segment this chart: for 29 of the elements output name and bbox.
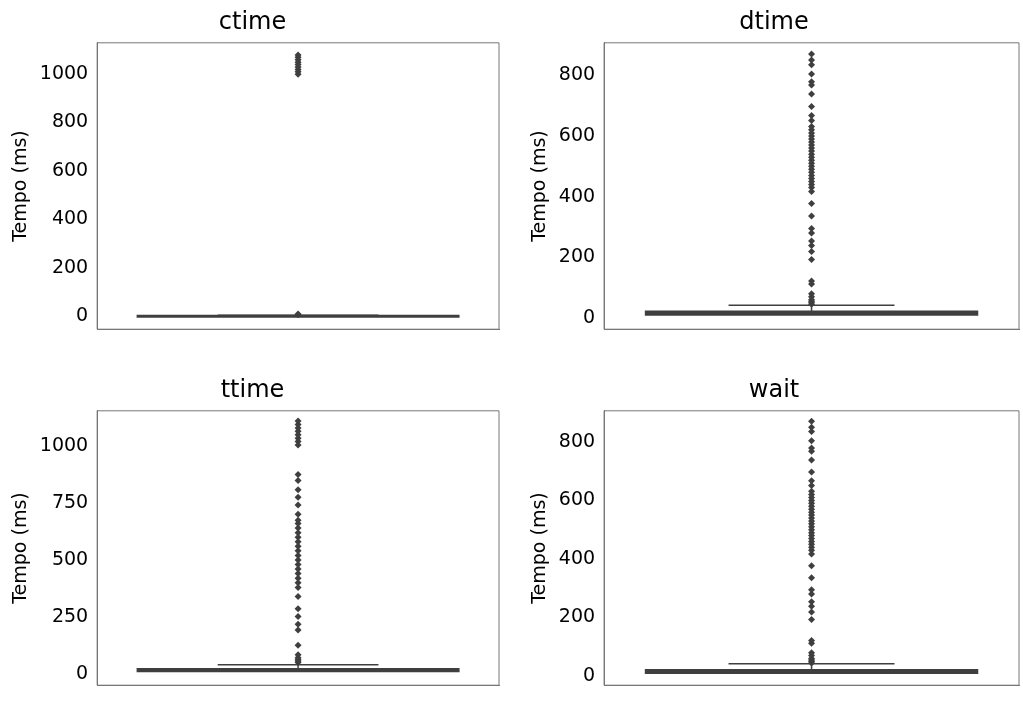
y-tick-label: 200 (51, 254, 89, 277)
y-tick-label: 800 (558, 428, 596, 451)
y-tick-label: 800 (558, 62, 596, 85)
y-tick-label: 0 (582, 663, 596, 686)
chart-title: ttime (220, 374, 285, 403)
y-tick-label: 0 (582, 304, 596, 327)
y-tick-label: 400 (51, 206, 89, 229)
y-tick-label: 600 (51, 157, 89, 180)
y-tick-label: 750 (51, 489, 89, 512)
y-tick-label: 1000 (39, 433, 89, 456)
y-axis-title: Tempo (ms) (8, 130, 31, 243)
y-tick-label: 500 (51, 546, 89, 569)
y-tick-label: 400 (558, 545, 596, 568)
y-tick-label: 800 (51, 109, 89, 132)
y-tick-label: 0 (76, 660, 89, 683)
y-tick-label: 600 (558, 122, 596, 145)
y-axis-title: Tempo (ms) (527, 130, 550, 243)
y-tick-label: 200 (558, 604, 596, 627)
y-axis-title: Tempo (ms) (527, 492, 550, 605)
y-tick-label: 1000 (39, 61, 89, 84)
y-tick-label: 0 (76, 302, 89, 325)
chart-title: ctime (218, 6, 287, 35)
y-tick-label: 400 (558, 183, 596, 206)
chart-title: wait (748, 374, 800, 403)
y-axis-title: Tempo (ms) (8, 492, 31, 605)
chart-title: dtime (739, 6, 809, 35)
y-tick-label: 600 (558, 487, 596, 510)
y-tick-label: 250 (51, 603, 89, 626)
y-tick-label: 200 (558, 244, 596, 267)
